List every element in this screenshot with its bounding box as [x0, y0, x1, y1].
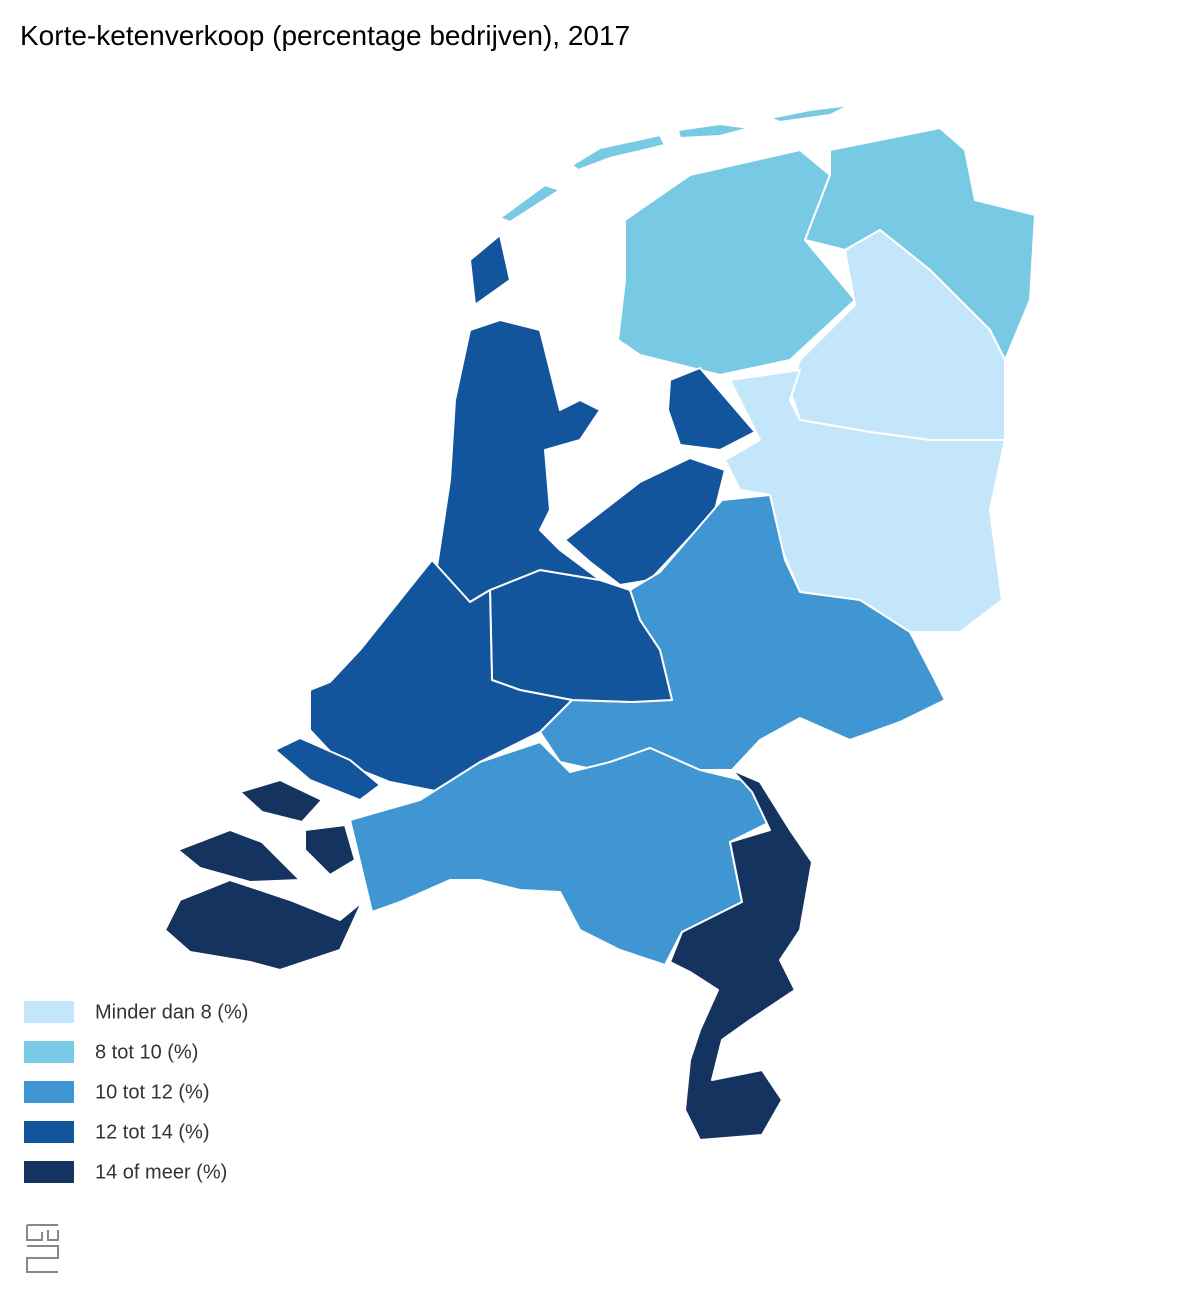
- province: [617, 149, 856, 376]
- map: [164, 104, 1036, 1141]
- logo-mark: [26, 1224, 59, 1273]
- island: [571, 134, 666, 171]
- title: Korte-ketenverkoop (percentage bedrijven…: [20, 20, 630, 51]
- legend-swatch: [24, 1081, 74, 1103]
- province: [304, 824, 356, 876]
- island: [677, 123, 751, 139]
- province: [669, 769, 813, 1141]
- province: [469, 234, 511, 306]
- province: [667, 367, 756, 451]
- logo: [26, 1224, 59, 1273]
- legend-label: 14 of meer (%): [95, 1161, 227, 1183]
- province: [274, 737, 381, 801]
- legend-label: 12 tot 14 (%): [95, 1121, 210, 1143]
- legend-label: Minder dan 8 (%): [95, 1001, 248, 1023]
- province: [431, 319, 601, 603]
- province: [724, 369, 1006, 633]
- legend-swatch: [24, 1121, 74, 1143]
- legend-swatch: [24, 1161, 74, 1183]
- legend-swatch: [24, 1041, 74, 1063]
- legend-label: 10 tot 12 (%): [95, 1081, 210, 1103]
- province: [164, 879, 363, 971]
- province: [177, 829, 301, 883]
- legend-label: 8 tot 10 (%): [95, 1041, 198, 1063]
- island: [769, 104, 851, 123]
- island: [499, 184, 561, 223]
- legend-swatch: [24, 1001, 74, 1023]
- legend: Minder dan 8 (%) 8 tot 10 (%) 10 tot 12 (%…: [24, 1001, 248, 1183]
- province: [239, 779, 323, 823]
